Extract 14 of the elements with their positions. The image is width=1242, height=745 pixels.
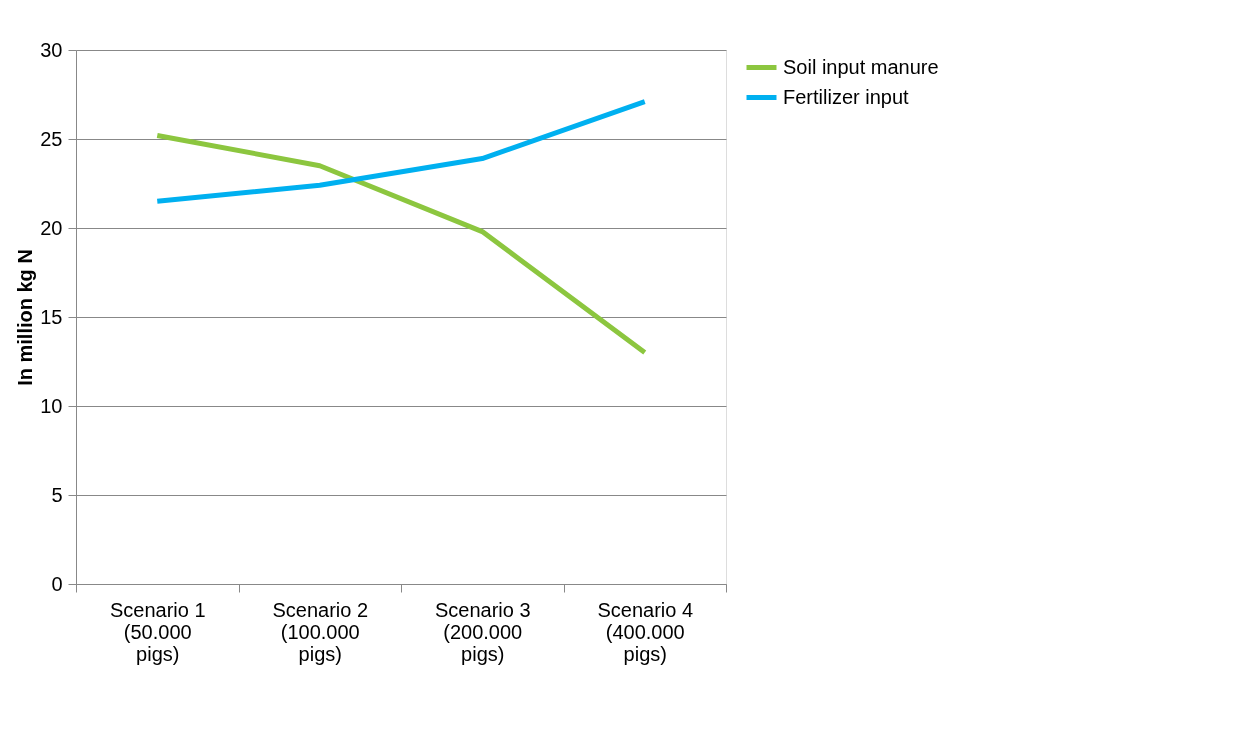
y-tick-label: 30 (40, 38, 63, 61)
y-tick-label: 15 (40, 305, 63, 328)
legend-label: Soil input manure (783, 55, 939, 78)
y-tick-label: 10 (40, 394, 63, 417)
x-tick-label: Scenario 1 (50.000 pigs) (109, 598, 206, 665)
x-tick-label: Scenario 3 (200.000 pigs) (434, 598, 531, 665)
y-tick-label: 0 (51, 572, 63, 595)
y-axis-title: In million kg N (14, 249, 37, 386)
y-tick-label: 5 (51, 483, 63, 506)
x-tick-label: Scenario 4 (400.000 pigs) (597, 598, 694, 665)
y-tick-label: 25 (40, 127, 63, 150)
x-tick-label: Scenario 2 (100.000 pigs) (272, 598, 369, 665)
y-tick-label: 20 (40, 216, 63, 239)
legend-label: Fertilizer input (783, 85, 910, 108)
